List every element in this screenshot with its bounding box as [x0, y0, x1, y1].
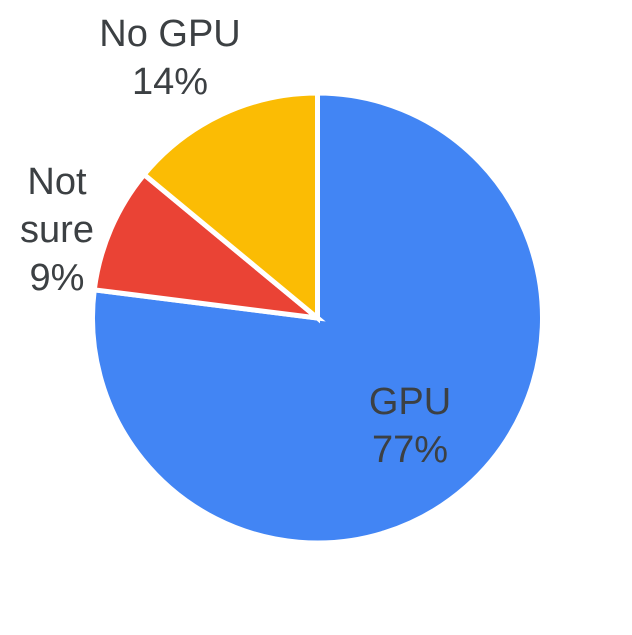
slice-percent-label: 77%: [371, 429, 449, 471]
slice-category-label: Not sure: [20, 161, 94, 251]
pie-label-not-sure: Not sure 9%: [0, 158, 117, 302]
pie-slice-not-sure[interactable]: [91, 171, 326, 322]
pie-label-no-gpu: No GPU 14%: [50, 10, 290, 106]
pie-slice-no-gpu[interactable]: [140, 90, 320, 324]
slice-percent-label: 14%: [131, 61, 209, 103]
pie-label-gpu: GPU 77%: [290, 378, 530, 474]
slice-percent-label: 9%: [29, 257, 85, 299]
pie-slice-gpu[interactable]: [90, 90, 545, 546]
slice-category-label: No GPU: [99, 13, 241, 55]
slice-category-label: GPU: [368, 381, 452, 423]
